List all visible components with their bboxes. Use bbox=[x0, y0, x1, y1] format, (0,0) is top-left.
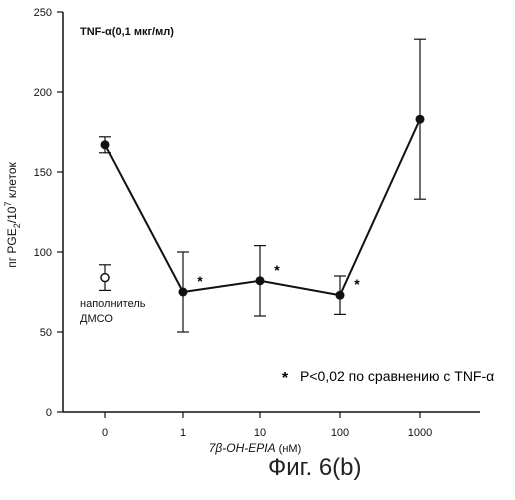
x-tick-label: 10 bbox=[254, 427, 266, 439]
data-point bbox=[416, 115, 425, 124]
series-line bbox=[105, 119, 420, 295]
significance-note: P<0,02 по сравнению с TNF-α bbox=[300, 368, 494, 384]
x-axis-title-main: 7β-OH-EPIA bbox=[209, 441, 276, 455]
series-group: * * * bbox=[99, 39, 426, 332]
data-point bbox=[336, 291, 345, 300]
y-tick-label: 0 bbox=[46, 407, 52, 419]
significance-star: * bbox=[274, 262, 280, 278]
data-point bbox=[101, 140, 110, 149]
vehicle-label-line1: наполнитель bbox=[80, 298, 146, 310]
y-ticks: 0 50 100 150 200 250 bbox=[34, 7, 63, 419]
x-tick-label: 0 bbox=[102, 427, 108, 439]
y-axis-title-mid: /10 bbox=[5, 206, 19, 223]
vehicle-group bbox=[99, 265, 111, 291]
y-tick-label: 150 bbox=[34, 167, 52, 179]
x-tick-label: 1 bbox=[180, 427, 186, 439]
x-tick-label: 100 bbox=[331, 427, 349, 439]
condition-label: TNF-α(0,1 мкг/мл) bbox=[80, 26, 174, 38]
y-axis-title-end: клеток bbox=[5, 161, 19, 201]
figure-caption: Фиг. 6(b) bbox=[268, 454, 362, 482]
significance-note-marker: * bbox=[282, 370, 289, 387]
y-tick-label: 250 bbox=[34, 7, 52, 19]
vehicle-point bbox=[101, 274, 109, 282]
x-ticks: 0 1 10 100 1000 bbox=[102, 412, 432, 439]
axes bbox=[63, 12, 480, 412]
significance-star: * bbox=[354, 276, 360, 292]
x-axis-title: 7β-OH-EPIA (нМ) bbox=[209, 441, 302, 455]
y-tick-label: 200 bbox=[34, 87, 52, 99]
vehicle-label-line2: ДМСО bbox=[80, 313, 113, 325]
data-point bbox=[256, 276, 265, 285]
y-tick-label: 100 bbox=[34, 247, 52, 259]
significance-star: * bbox=[197, 273, 203, 289]
y-axis-title: пг PGE2/107 клеток bbox=[3, 161, 22, 267]
data-point bbox=[179, 288, 188, 297]
y-axis-title-main: пг PGE bbox=[5, 228, 19, 268]
x-tick-label: 1000 bbox=[408, 427, 432, 439]
y-tick-label: 50 bbox=[40, 327, 52, 339]
